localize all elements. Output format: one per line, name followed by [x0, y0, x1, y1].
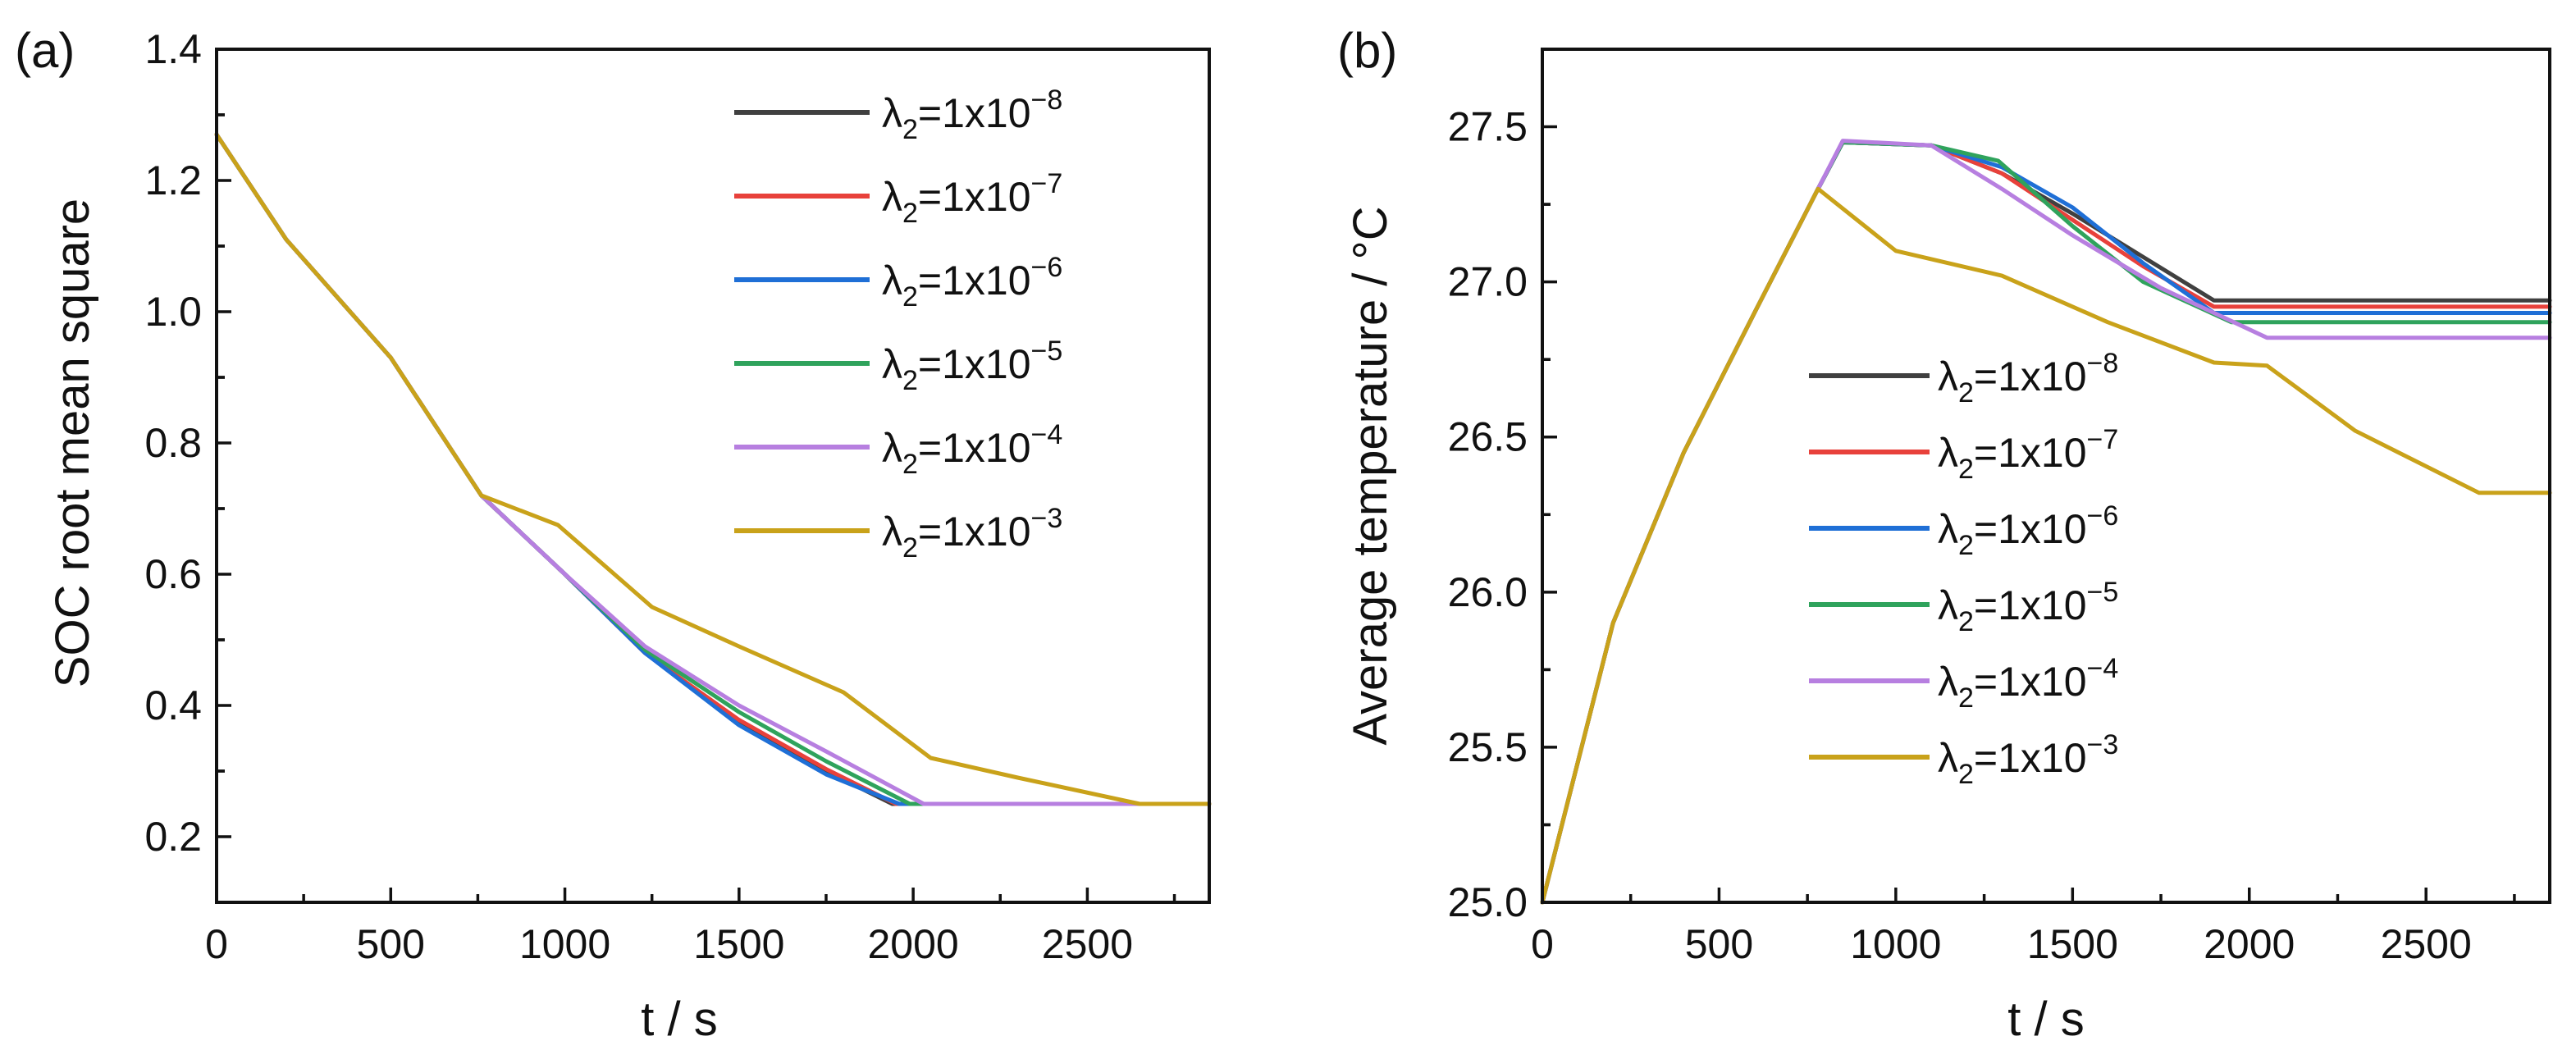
panel-a-legend-label: λ2=1x10−7	[882, 168, 1062, 229]
panel-b-xtick-label: 2500	[2381, 921, 2472, 967]
panel-b-legend-label: λ2=1x10−5	[1938, 577, 2118, 637]
panel-a-xlabel: t / s	[641, 993, 717, 1046]
panel-b: (b) Average temperature / °C t / s 0 500 1…	[1337, 23, 2552, 1046]
panel-b-ytick-label: 27.0	[1448, 259, 1528, 305]
panel-a-legend-label: λ2=1x10−5	[882, 336, 1062, 396]
panel-a-ytick-label: 0.8	[144, 420, 202, 466]
panel-a-xtick-label: 1500	[693, 921, 784, 967]
panel-a-ticks: 0 500 1000 1500 2000 2500 0.2 0.4 0.6 0.8 1.0 1.2 1.…	[144, 26, 1176, 967]
panel-b-ytick-label: 25.5	[1448, 724, 1528, 770]
panel-a-legend: λ2=1x10−8 λ2=1x10−7 λ2=1x10−6 λ2=1x10−5 λ2=1…	[734, 84, 1062, 564]
panel-b-ylabel: Average temperature / °C	[1344, 206, 1397, 745]
panel-b-xtick-label: 1000	[1850, 921, 1941, 967]
panel-a-frame	[215, 48, 1211, 904]
panel-a-ytick-label: 0.2	[144, 814, 202, 860]
panel-a: (a) SOC root mean square t / s 0 500 1000 1…	[15, 23, 1212, 1046]
panel-a-ytick-label: 1.0	[144, 289, 202, 335]
panel-a-series	[214, 132, 1212, 806]
panel-a-ylabel: SOC root mean square	[46, 199, 99, 687]
panel-b-legend-label: λ2=1x10−7	[1938, 424, 2118, 485]
panel-b-legend-label: λ2=1x10−8	[1938, 348, 2118, 409]
panel-a-legend-label: λ2=1x10−3	[882, 503, 1062, 564]
panel-b-ytick-label: 27.5	[1448, 104, 1528, 150]
panel-a-label: (a)	[15, 23, 75, 78]
panel-b-legend-label: λ2=1x10−4	[1938, 653, 2118, 714]
panel-b-legend-label: λ2=1x10−6	[1938, 500, 2118, 561]
panel-a-xtick-label: 0	[205, 921, 228, 967]
panel-b-xtick-label: 2000	[2204, 921, 2295, 967]
panel-a-ytick-label: 0.4	[144, 682, 202, 728]
panel-b-ytick-label: 26.0	[1448, 569, 1528, 615]
panel-a-legend-label: λ2=1x10−6	[882, 252, 1062, 313]
panel-b-xtick-label: 1500	[2027, 921, 2118, 967]
panel-b-ytick-label: 25.0	[1448, 879, 1528, 925]
panel-b-legend: λ2=1x10−8 λ2=1x10−7 λ2=1x10−6 λ2=1x10−5 λ2=1…	[1809, 348, 2118, 790]
panel-b-ticks: 0 500 1000 1500 2000 2500 25.0 25.5 26.0 26.5 27.0…	[1448, 104, 2516, 967]
panel-a-ytick-label: 1.2	[144, 157, 202, 203]
panel-b-xlabel: t / s	[2007, 993, 2084, 1046]
panel-a-xtick-label: 1000	[519, 921, 610, 967]
panel-b-label: (b)	[1337, 23, 1397, 78]
panel-b-xtick-label: 500	[1685, 921, 1753, 967]
panel-a-ytick-label: 1.4	[144, 26, 202, 72]
panel-a-legend-label: λ2=1x10−8	[882, 84, 1062, 145]
panel-a-series-line-3	[214, 132, 1212, 806]
panel-b-xtick-label: 0	[1531, 921, 1554, 967]
panel-b-series	[1540, 139, 2552, 905]
panel-a-series-line-6	[214, 132, 1212, 806]
panel-b-legend-label: λ2=1x10−3	[1938, 729, 2118, 790]
panel-a-xtick-label: 2000	[868, 921, 959, 967]
panel-a-xtick-label: 2500	[1042, 921, 1133, 967]
panel-b-ytick-label: 26.5	[1448, 414, 1528, 460]
panel-a-legend-label: λ2=1x10−4	[882, 419, 1062, 480]
panel-a-ytick-label: 0.6	[144, 551, 202, 597]
panel-a-xtick-label: 500	[357, 921, 425, 967]
panel-b-series-line-6	[1540, 186, 2552, 905]
panel-b-frame	[1541, 48, 2551, 904]
